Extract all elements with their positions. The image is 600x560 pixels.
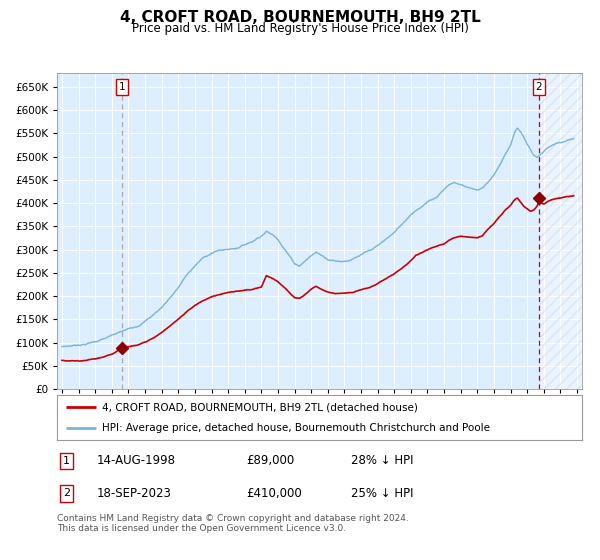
Text: 4, CROFT ROAD, BOURNEMOUTH, BH9 2TL (detached house): 4, CROFT ROAD, BOURNEMOUTH, BH9 2TL (det… (101, 402, 418, 412)
Text: 2: 2 (63, 488, 70, 498)
Text: 1: 1 (63, 456, 70, 466)
Text: 14-AUG-1998: 14-AUG-1998 (97, 454, 175, 467)
Text: 28% ↓ HPI: 28% ↓ HPI (351, 454, 413, 467)
Text: Price paid vs. HM Land Registry's House Price Index (HPI): Price paid vs. HM Land Registry's House … (131, 22, 469, 35)
Text: HPI: Average price, detached house, Bournemouth Christchurch and Poole: HPI: Average price, detached house, Bour… (101, 423, 490, 433)
Text: 1: 1 (119, 82, 125, 92)
Text: £410,000: £410,000 (246, 487, 302, 500)
Text: 25% ↓ HPI: 25% ↓ HPI (351, 487, 413, 500)
Bar (539, 73, 582, 389)
Text: 4, CROFT ROAD, BOURNEMOUTH, BH9 2TL: 4, CROFT ROAD, BOURNEMOUTH, BH9 2TL (119, 10, 481, 25)
Text: 2: 2 (536, 82, 542, 92)
Text: £89,000: £89,000 (246, 454, 294, 467)
Text: Contains HM Land Registry data © Crown copyright and database right 2024.
This d: Contains HM Land Registry data © Crown c… (57, 514, 409, 534)
Text: 18-SEP-2023: 18-SEP-2023 (97, 487, 171, 500)
